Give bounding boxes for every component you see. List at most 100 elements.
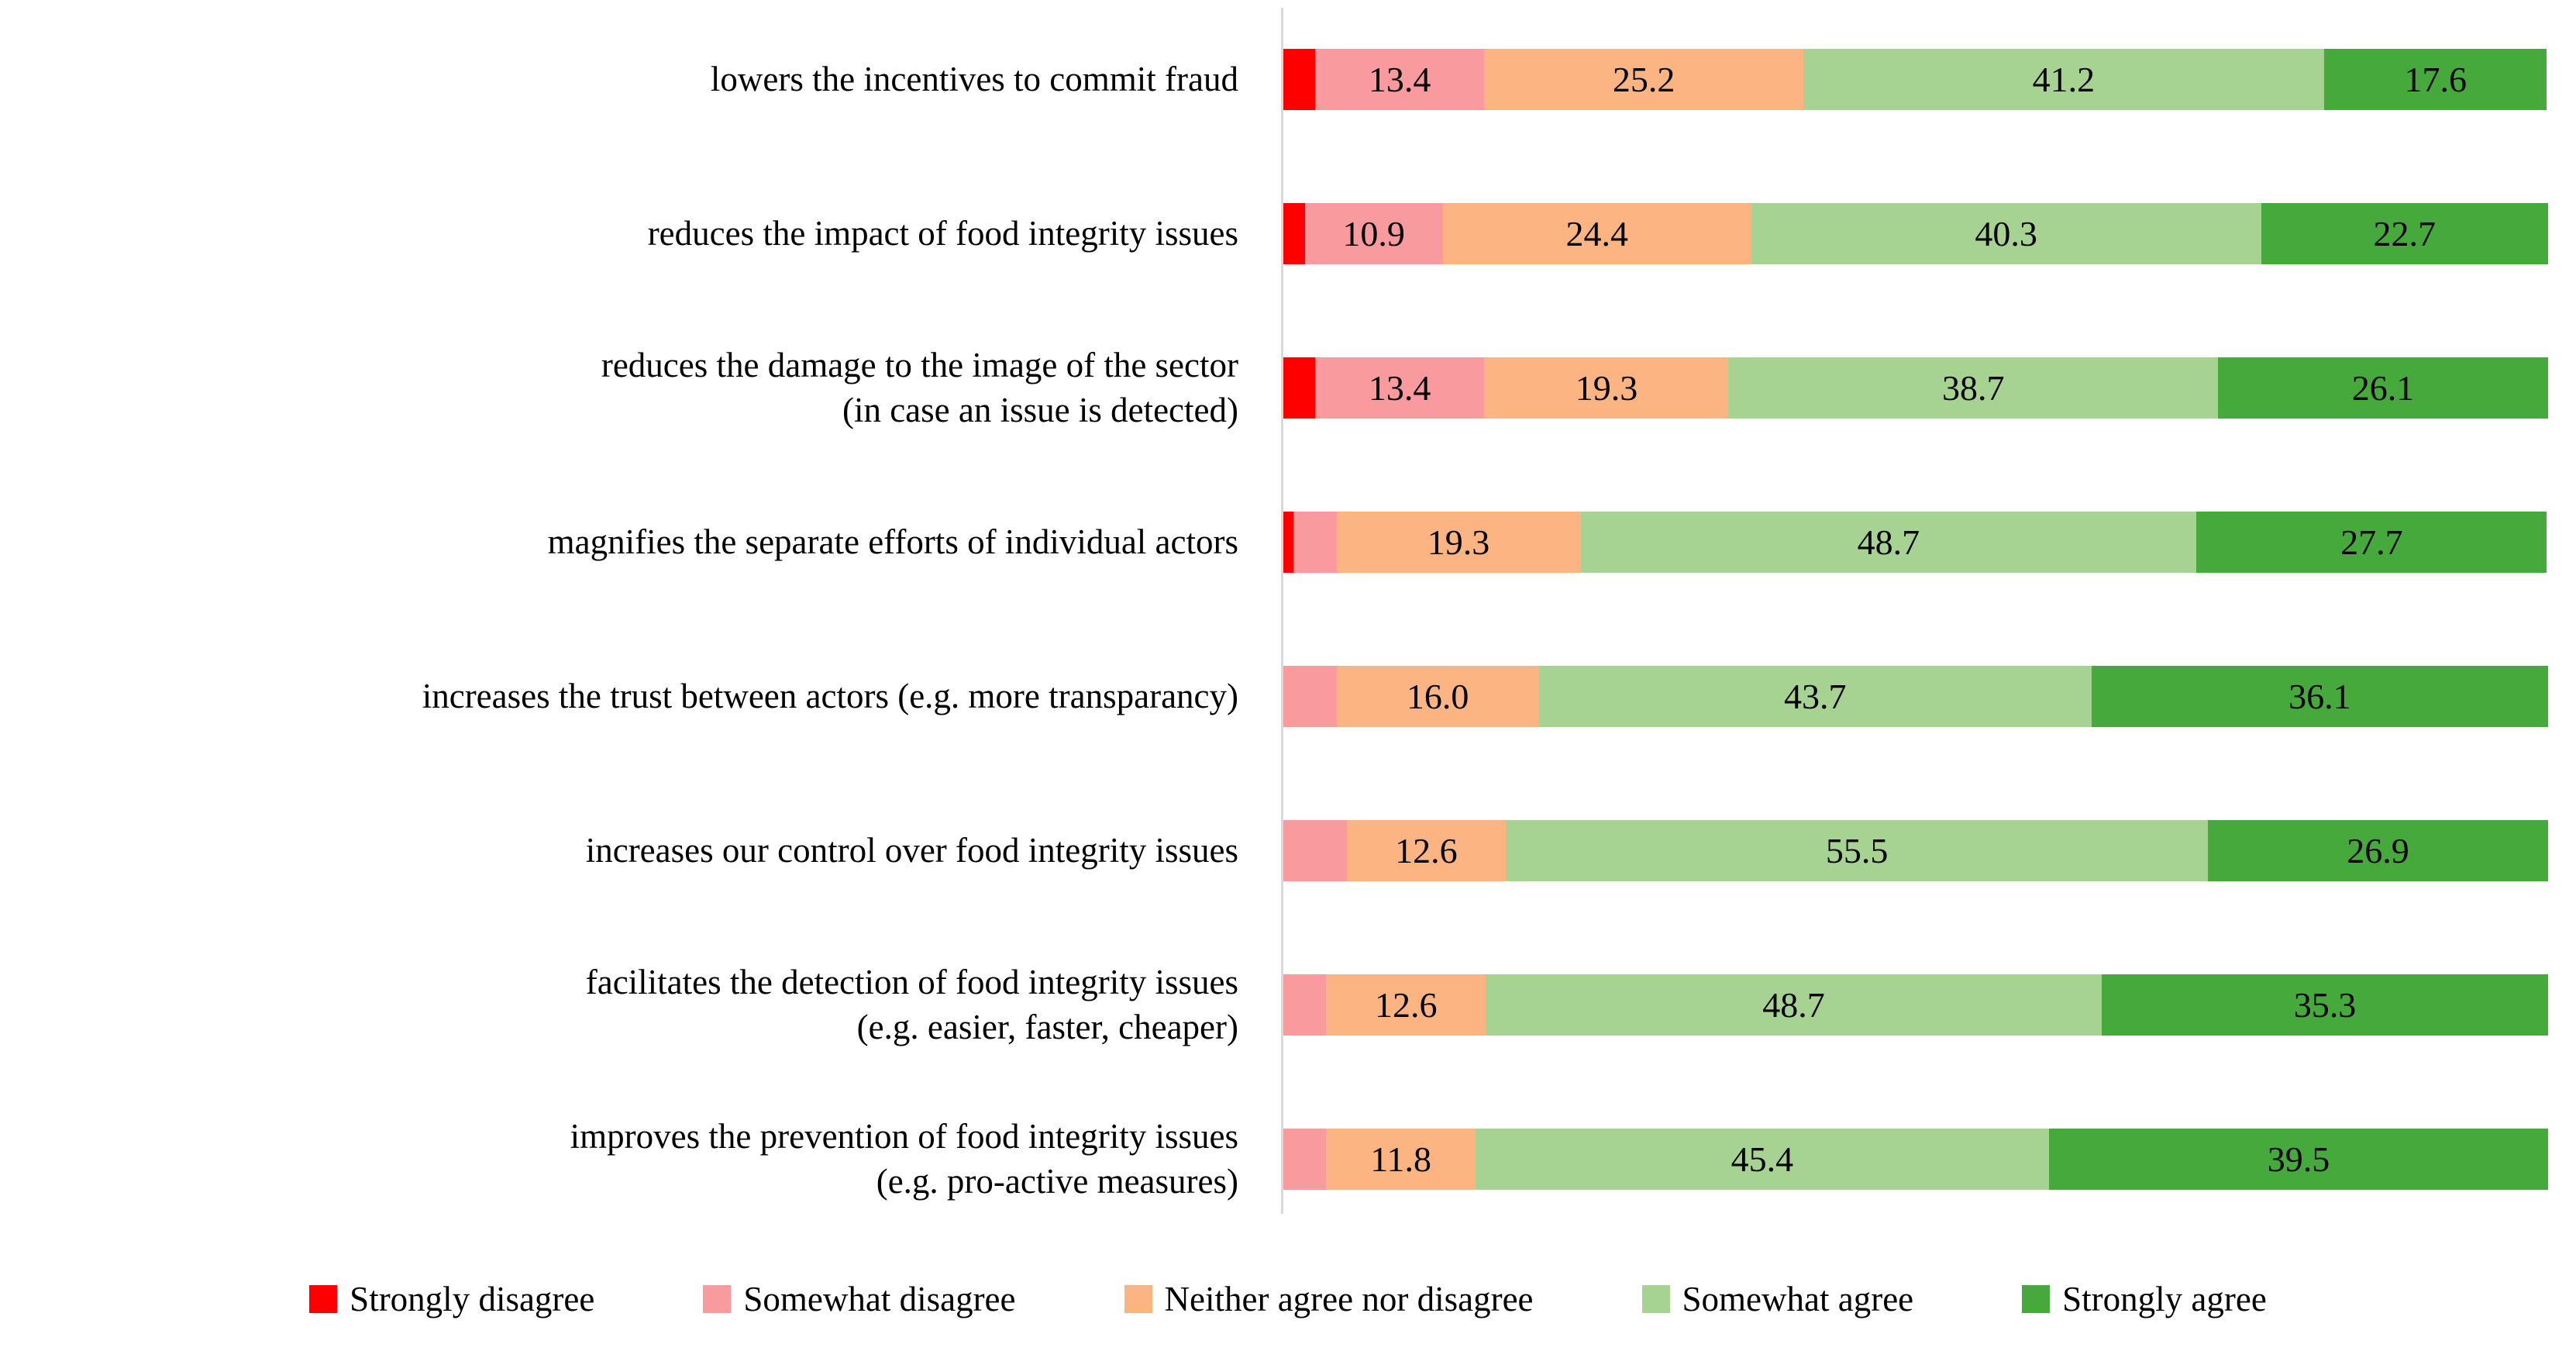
segment-value-label: 26.1 [2351, 368, 2415, 408]
bar-segment-neither-agree-nor-disagree: 24.4 [1442, 203, 1751, 264]
bar-row: reduces the impact of food integrity iss… [0, 157, 2548, 311]
segment-value-label: 24.4 [1565, 214, 1628, 253]
bar-segment-strongly-agree: 22.7 [2261, 203, 2548, 264]
bar-segment-somewhat-agree: 41.2 [1803, 49, 2325, 110]
plot-area: lowers the incentives to commit fraud 13.… [0, 2, 2549, 1236]
bar-track: 11.8 45.4 39.5 [1283, 1129, 2549, 1190]
segment-value-label: 40.3 [1975, 214, 2037, 253]
bar-segment-neither-agree-nor-disagree: 12.6 [1346, 820, 1507, 881]
bar-segment-strongly-agree: 17.6 [2324, 49, 2547, 110]
legend-swatch-icon [703, 1285, 732, 1313]
bar-row: reduces the damage to the image of the s… [0, 311, 2548, 465]
segment-value-label: 26.9 [2347, 831, 2409, 870]
segment-value-label: 10.9 [1342, 214, 1405, 253]
segment-value-label: 12.6 [1395, 831, 1458, 870]
segment-value-label: 22.7 [2373, 214, 2436, 253]
category-label: increases the trust between actors (e.g.… [422, 676, 1238, 715]
legend-item-neither-agree-nor-disagree: Neither agree nor disagree [1124, 1279, 1534, 1319]
category-label: increases our control over food integrit… [585, 830, 1238, 870]
segment-value-label: 41.2 [2032, 60, 2096, 99]
bar-track: 19.3 48.7 27.7 [1283, 512, 2548, 573]
legend-swatch-icon [309, 1285, 338, 1313]
bar-segment-somewhat-agree: 55.5 [1506, 820, 2208, 881]
bar-row: lowers the incentives to commit fraud 13.… [0, 2, 2548, 157]
bar-track: 10.9 24.4 40.3 22.7 [1283, 203, 2548, 264]
segment-value-label: 45.4 [1731, 1139, 1794, 1179]
segment-value-label: 25.2 [1612, 60, 1675, 99]
legend-swatch-icon [2022, 1285, 2051, 1313]
bar-segment-strongly-agree: 35.3 [2101, 974, 2548, 1036]
category-label: reduces the damage to the image of the s… [601, 345, 1238, 429]
category-label: reduces the impact of food integrity iss… [647, 213, 1238, 253]
bar-segment-somewhat-disagree: 13.4 [1314, 49, 1485, 110]
bar-segment-somewhat-agree: 40.3 [1751, 203, 2261, 264]
segment-value-label: 48.7 [1762, 985, 1825, 1025]
bar-segment-strongly-agree: 26.9 [2207, 820, 2548, 881]
bar-segment-strongly-agree: 39.5 [2049, 1129, 2549, 1190]
bar-row: facilitates the detection of food integr… [0, 928, 2548, 1082]
bar-segment-somewhat-disagree: 10.9 [1304, 203, 1443, 264]
bar-segment-strongly-agree: 27.7 [2196, 512, 2547, 573]
segment-value-label: 17.6 [2404, 60, 2467, 99]
bar-segment-somewhat-disagree [1283, 974, 1327, 1036]
bar-segment-somewhat-agree: 43.7 [1538, 666, 2092, 727]
bar-segment-neither-agree-nor-disagree: 11.8 [1326, 1129, 1476, 1190]
bar-segment-somewhat-disagree [1293, 512, 1337, 573]
legend-label: Somewhat agree [1682, 1280, 1914, 1318]
bar-row: increases the trust between actors (e.g.… [0, 619, 2548, 774]
bar-segment-somewhat-agree: 45.4 [1475, 1129, 2050, 1190]
segment-value-label: 19.3 [1575, 368, 1638, 408]
segment-value-label: 11.8 [1370, 1139, 1432, 1179]
segment-value-label: 27.7 [2340, 522, 2403, 562]
bar-segment-somewhat-agree: 48.7 [1486, 974, 2102, 1036]
legend-item-strongly-disagree: Strongly disagree [309, 1279, 594, 1319]
segment-value-label: 19.3 [1427, 522, 1490, 562]
bar-segment-somewhat-agree: 48.7 [1580, 512, 2197, 573]
legend: Strongly disagree Somewhat disagree Neithe… [0, 1279, 2576, 1319]
segment-value-label: 39.5 [2267, 1139, 2330, 1179]
segment-value-label: 43.7 [1783, 677, 1847, 716]
segment-value-label: 38.7 [1941, 368, 2005, 408]
bar-segment-neither-agree-nor-disagree: 25.2 [1484, 49, 1803, 110]
bar-segment-strongly-disagree [1283, 357, 1315, 419]
segment-value-label: 55.5 [1825, 831, 1889, 870]
bar-track: 13.4 19.3 38.7 26.1 [1283, 357, 2548, 419]
bar-segment-somewhat-disagree: 13.4 [1314, 357, 1485, 419]
y-axis-line [1281, 8, 1283, 1214]
category-label: improves the prevention of food integrit… [570, 1116, 1238, 1201]
legend-label: Strongly agree [2062, 1280, 2267, 1318]
bar-segment-neither-agree-nor-disagree: 19.3 [1336, 512, 1581, 573]
bar-segment-neither-agree-nor-disagree: 19.3 [1484, 357, 1729, 419]
category-label: facilitates the detection of food integr… [585, 962, 1238, 1046]
bar-track: 12.6 55.5 26.9 [1283, 820, 2548, 881]
legend-label: Neither agree nor disagree [1164, 1280, 1534, 1318]
bar-segment-strongly-disagree [1283, 203, 1305, 264]
legend-label: Somewhat disagree [743, 1280, 1016, 1318]
bar-track: 13.4 25.2 41.2 17.6 [1283, 49, 2548, 110]
legend-item-strongly-agree: Strongly agree [2022, 1279, 2267, 1319]
bar-segment-somewhat-agree: 38.7 [1728, 357, 2219, 419]
bar-row: increases our control over food integrit… [0, 774, 2548, 928]
bar-segment-neither-agree-nor-disagree: 12.6 [1326, 974, 1486, 1036]
bar-track: 12.6 48.7 35.3 [1283, 974, 2548, 1036]
bar-row: magnifies the separate efforts of indivi… [0, 465, 2548, 619]
category-label: lowers the incentives to commit fraud [710, 59, 1238, 98]
segment-value-label: 35.3 [2293, 985, 2357, 1025]
category-label: magnifies the separate efforts of indivi… [547, 522, 1238, 561]
bar-segment-somewhat-disagree [1283, 666, 1337, 727]
segment-value-label: 13.4 [1368, 368, 1431, 408]
segment-value-label: 13.4 [1368, 60, 1431, 99]
legend-item-somewhat-disagree: Somewhat disagree [703, 1279, 1016, 1319]
segment-value-label: 16.0 [1406, 677, 1469, 716]
bar-segment-strongly-agree: 36.1 [2091, 666, 2548, 727]
bar-segment-neither-agree-nor-disagree: 16.0 [1336, 666, 1539, 727]
segment-value-label: 36.1 [2288, 677, 2351, 716]
legend-label: Strongly disagree [350, 1280, 595, 1318]
legend-swatch-icon [1124, 1285, 1152, 1313]
bar-segment-strongly-agree: 26.1 [2218, 357, 2548, 419]
legend-swatch-icon [1641, 1285, 1670, 1313]
bar-segment-strongly-disagree [1283, 512, 1294, 573]
segment-value-label: 48.7 [1857, 522, 1920, 562]
bar-segment-somewhat-disagree [1283, 1129, 1327, 1190]
